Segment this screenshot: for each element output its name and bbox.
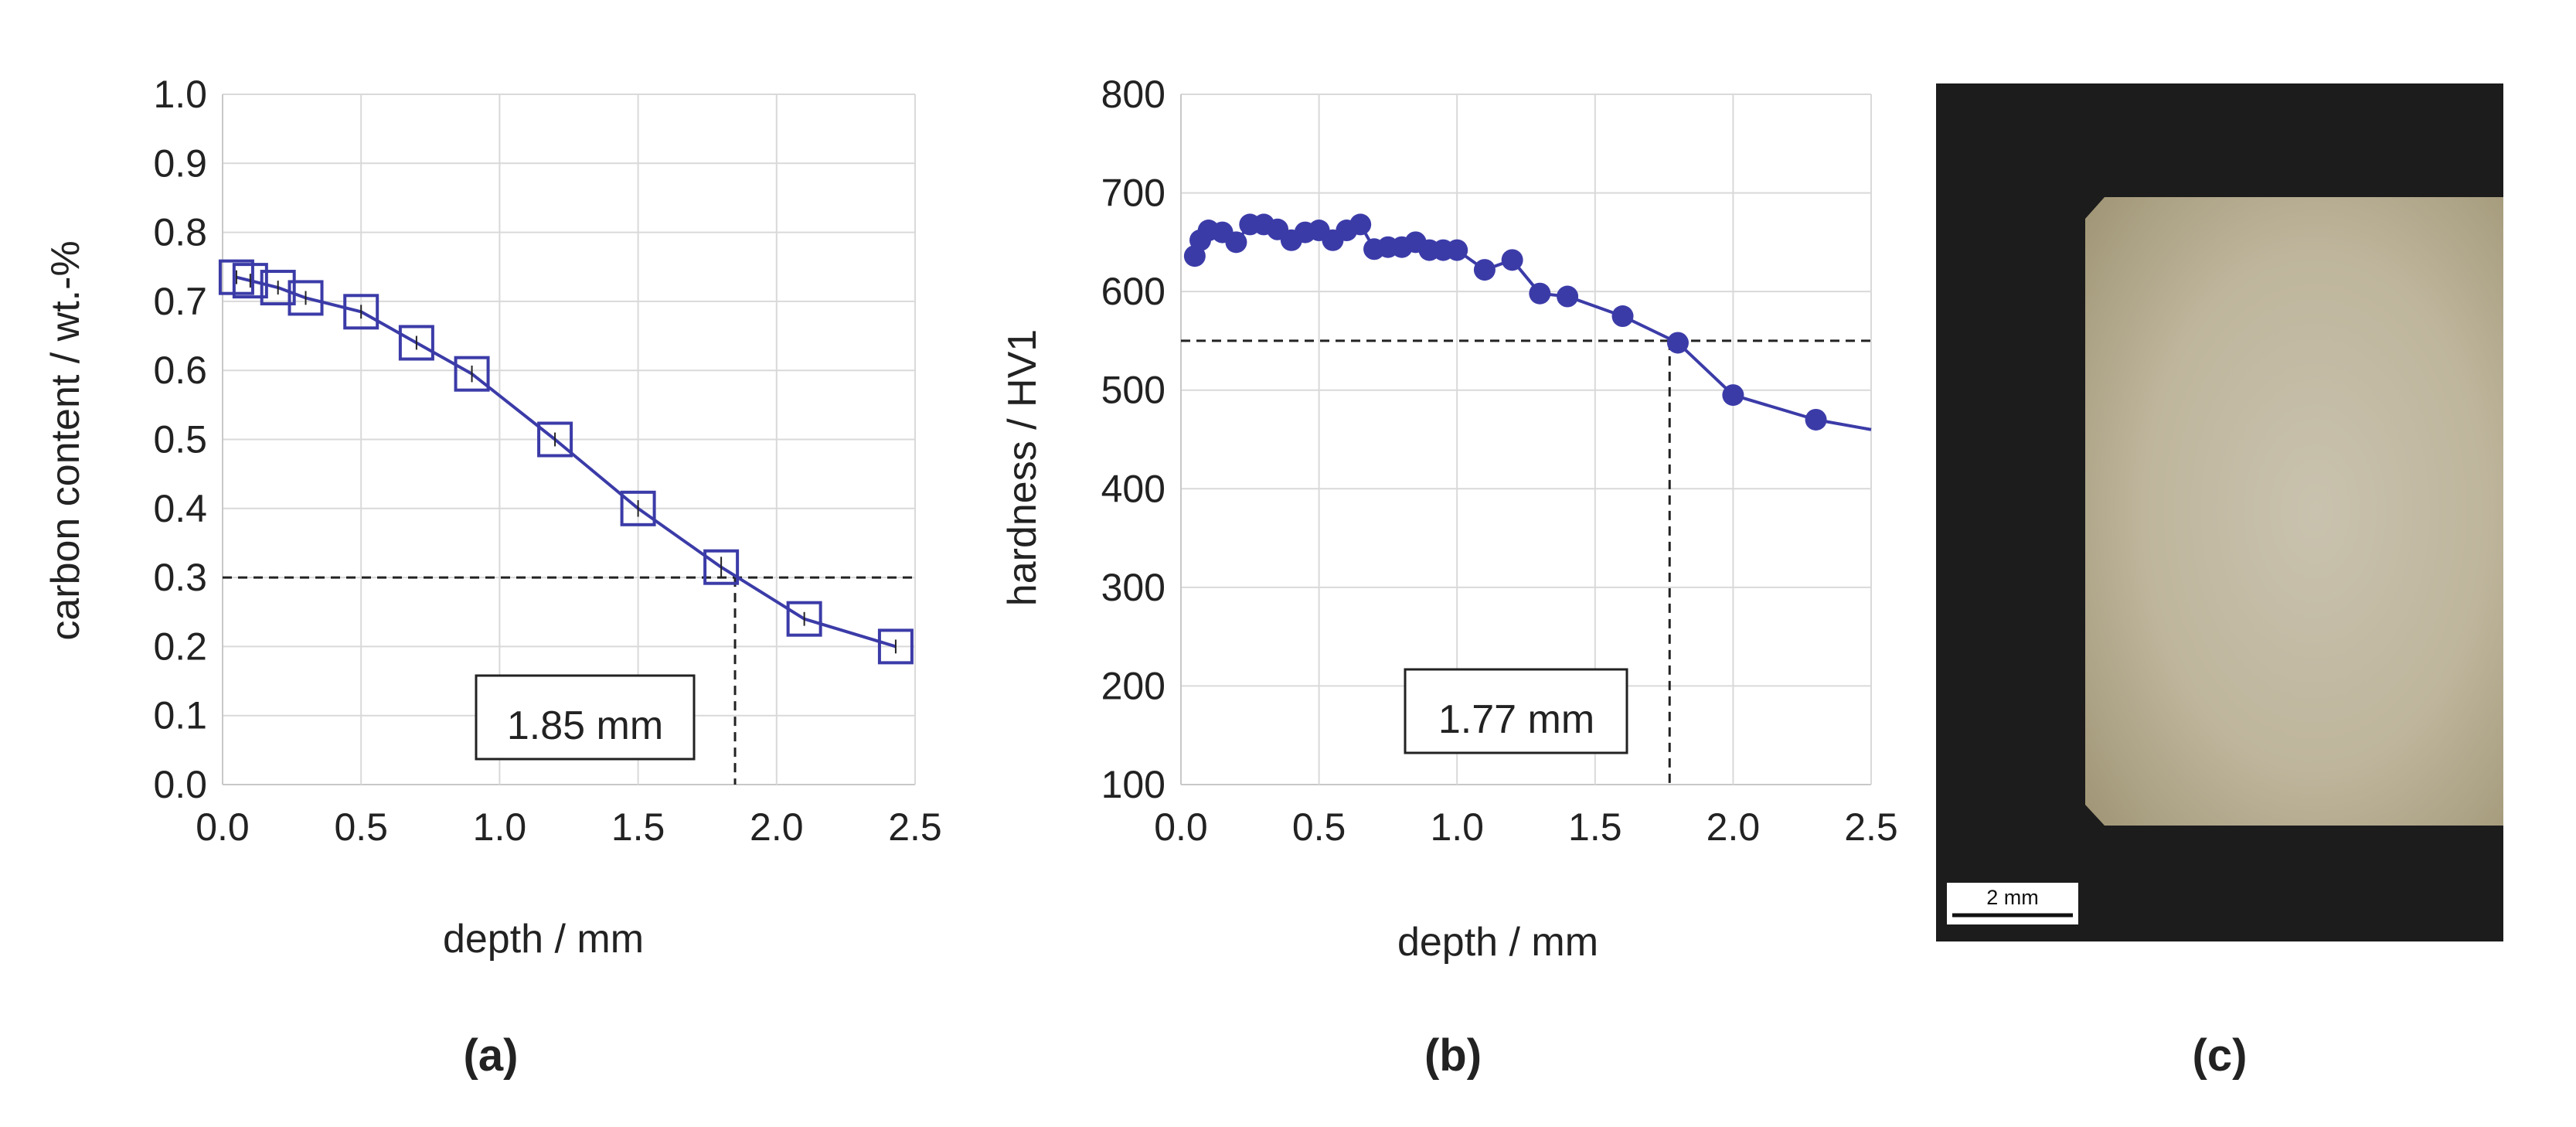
annotation-b-label: 1.77 mm	[1438, 697, 1594, 742]
data-point	[877, 628, 914, 665]
data-point	[1349, 213, 1372, 236]
y-tick-label: 400	[1101, 467, 1165, 510]
micrograph-sample	[2085, 197, 2503, 826]
y-tick-label: 600	[1101, 270, 1165, 313]
data-point	[218, 259, 254, 295]
x-tick-label: 2.5	[1844, 805, 1898, 849]
data-point	[343, 294, 379, 330]
chart-a-gridlines	[222, 94, 916, 785]
x-tick-label: 1.0	[473, 805, 527, 849]
x-tick-label: 0.0	[1154, 805, 1208, 849]
data-point	[1611, 305, 1634, 328]
y-tick-label: 0.7	[153, 280, 207, 323]
chart-a-reference-lines	[223, 576, 915, 785]
y-tick-label: 0.1	[153, 694, 207, 737]
micrograph: 2 mm (c)	[1936, 83, 2503, 1081]
y-tick-label: 700	[1101, 172, 1165, 215]
chart-a-series	[218, 259, 914, 665]
x-tick-label: 1.5	[1568, 805, 1622, 849]
y-tick-label: 0.6	[153, 349, 207, 392]
data-point	[620, 490, 656, 526]
data-point	[1501, 249, 1523, 271]
data-point	[703, 549, 740, 585]
y-tick-label: 1.0	[153, 73, 207, 116]
x-tick-label: 1.0	[1430, 805, 1484, 849]
data-point	[537, 421, 573, 458]
chart-b-gridlines	[1180, 94, 1872, 785]
y-tick-label: 0.0	[153, 763, 207, 806]
data-point	[1557, 285, 1579, 308]
x-axis-label-a: depth / mm	[443, 917, 644, 962]
data-point	[1473, 259, 1496, 281]
x-axis-label-b: depth / mm	[1397, 920, 1598, 965]
y-tick-label: 0.4	[153, 487, 207, 530]
y-tick-label: 500	[1101, 369, 1165, 412]
x-tick-label: 2.5	[888, 805, 942, 849]
panel-label-b: (b)	[1424, 1030, 1482, 1081]
x-tick-label: 0.5	[1292, 805, 1346, 849]
x-tick-label: 0.0	[196, 805, 250, 849]
y-tick-label: 100	[1101, 763, 1165, 806]
scale-bar-label: 2 mm	[1986, 886, 2039, 909]
y-tick-label: 800	[1101, 73, 1165, 116]
x-tick-label: 2.0	[1707, 805, 1761, 849]
data-point	[1666, 332, 1689, 354]
data-point	[1805, 408, 1827, 431]
carbon-content-chart: 0.0 0.1 0.2 0.3 0.4 0.5 0.6 0.7 0.8 0.9 1.0 0.0 0.5 1…	[43, 73, 942, 1081]
y-axis-label-a: carbon content / wt.-%	[43, 240, 88, 640]
data-point	[1722, 384, 1744, 407]
annotation-box-b	[1404, 668, 1628, 754]
chart-a-tick-labels: 0.0 0.1 0.2 0.3 0.4 0.5 0.6 0.7 0.8 0.9 1.0 0.0 0.5 1…	[153, 73, 941, 849]
panel-label-a: (a)	[464, 1030, 519, 1081]
data-point	[1225, 231, 1247, 254]
y-axis-label-b: hardness / HV1	[1000, 329, 1045, 606]
series-line	[236, 275, 897, 649]
chart-b-tick-labels: 100 200 300 400 500 600 700 800 0.0 0.5 1.0 1.5 2.0 2…	[1101, 73, 1898, 849]
annotation-a-label: 1.85 mm	[507, 703, 663, 748]
y-tick-label: 300	[1101, 566, 1165, 609]
hardness-chart: 100 200 300 400 500 600 700 800 0.0 0.5 1.0 1.5 2.0 2…	[1000, 73, 1898, 1081]
data-point	[786, 601, 822, 637]
x-tick-label: 1.5	[611, 805, 665, 849]
data-point	[232, 263, 268, 299]
chart-b-series	[1183, 213, 1872, 431]
data-point	[398, 325, 434, 361]
series-line	[1193, 223, 1872, 431]
y-tick-label: 0.5	[153, 418, 207, 461]
y-tick-label: 0.8	[153, 211, 207, 254]
panel-label-c: (c)	[2193, 1030, 2248, 1081]
data-point	[288, 280, 324, 316]
data-point	[1446, 239, 1468, 261]
y-tick-label: 200	[1101, 664, 1165, 707]
y-tick-label: 0.3	[153, 556, 207, 599]
scale-bar-box	[1947, 883, 2078, 924]
data-point	[260, 270, 296, 306]
chart-b-reference-lines	[1181, 339, 1871, 785]
data-point	[1529, 282, 1551, 305]
y-tick-label: 0.2	[153, 625, 207, 668]
data-point	[454, 356, 490, 392]
x-tick-label: 0.5	[334, 805, 388, 849]
x-tick-label: 2.0	[750, 805, 804, 849]
y-tick-label: 0.9	[153, 141, 207, 185]
annotation-box-a	[475, 674, 696, 761]
